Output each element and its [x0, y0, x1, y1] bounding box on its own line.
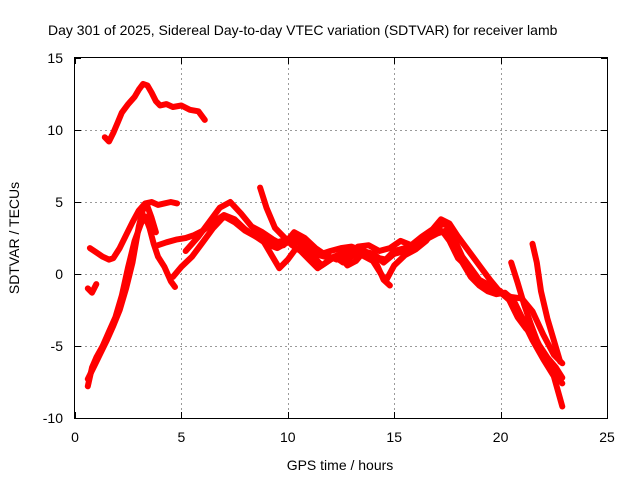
series-line-arc-c [86, 199, 181, 263]
series-line-arc-e [84, 281, 100, 296]
x-tick-label: 25 [599, 429, 615, 445]
x-axis-label: GPS time / hours [287, 457, 394, 473]
y-tick-label: 10 [47, 122, 63, 138]
series-line-arc-i [257, 184, 566, 381]
grid [75, 58, 607, 418]
y-tick-label: -5 [51, 338, 64, 354]
chart-title: Day 301 of 2025, Sidereal Day-to-day VTE… [48, 22, 558, 38]
tick-labels: 0 5 10 15 20 25 -10 -5 0 5 10 15 [43, 50, 615, 445]
series-line-arc-d [84, 203, 159, 383]
y-tick-label: 15 [47, 50, 63, 66]
axis-ticks [75, 58, 608, 419]
x-tick-label: 5 [178, 429, 186, 445]
x-tick-label: 0 [71, 429, 79, 445]
series-line-arc-k [508, 259, 566, 387]
x-tick-label: 15 [386, 429, 402, 445]
y-tick-label: -10 [43, 410, 63, 426]
series-line-arc-a [101, 80, 208, 145]
y-tick-label: 0 [55, 266, 63, 282]
y-tick-label: 5 [55, 194, 63, 210]
plot-frame [74, 57, 608, 419]
x-tick-label: 20 [493, 429, 509, 445]
series-line-arc-g [169, 213, 547, 361]
series-layer [84, 80, 566, 410]
series-line-arc-l [529, 240, 564, 365]
x-tick-label: 10 [280, 429, 296, 445]
series-line-arc-j [250, 227, 393, 289]
y-axis-label: SDTVAR / TECUs [6, 182, 22, 294]
